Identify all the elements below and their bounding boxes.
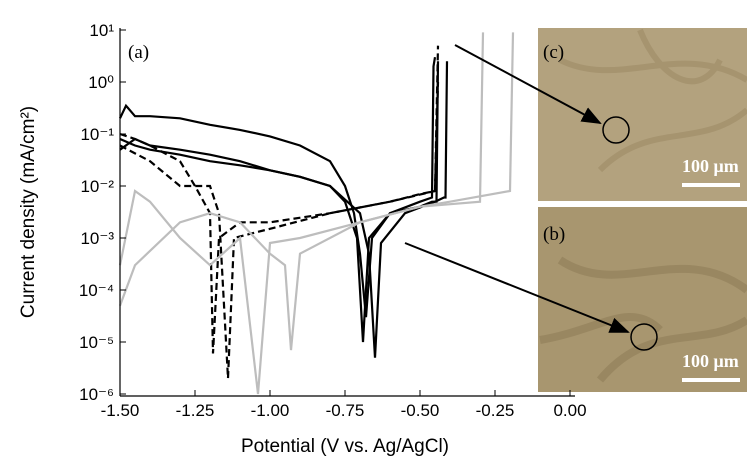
panel-label: (a)	[128, 42, 149, 63]
curve	[119, 45, 440, 354]
highlight-circle	[630, 323, 658, 351]
y-axis-label: Current density (mA/cm²)	[18, 106, 39, 318]
x-tick-label: 0.00	[553, 401, 586, 420]
texture	[558, 28, 747, 173]
x-tick-label: -1.50	[101, 401, 140, 420]
y-tick-label: 10⁻⁶	[79, 385, 114, 404]
x-tick-label: -0.50	[401, 401, 440, 420]
scale-label: 100 μm	[682, 156, 739, 176]
x-axis-label: Potential (V vs. Ag/AgCl)	[241, 436, 449, 457]
x-tick-label: -0.75	[326, 401, 365, 420]
y-tick-label: 10⁰	[88, 73, 114, 92]
y-tick-label: 10⁻¹	[80, 125, 114, 144]
panel-label: (c)	[543, 42, 564, 63]
curve	[118, 32, 485, 395]
x-tick-label: -0.25	[476, 401, 515, 420]
micrograph-b	[538, 207, 747, 392]
arrow	[404, 242, 630, 333]
x-tick-label: -1.25	[176, 401, 215, 420]
curve	[119, 81, 440, 379]
y-tick-label: 10⁻⁴	[79, 281, 114, 300]
highlight-circle	[602, 116, 630, 144]
micrograph-c	[538, 28, 747, 201]
y-tick-label: 10⁻²	[80, 177, 114, 196]
curve	[119, 57, 437, 318]
curve	[119, 61, 449, 358]
y-tick-label: 10⁻⁵	[79, 333, 114, 352]
y-tick-label: 10⁻³	[80, 229, 114, 248]
panel-label: (b)	[543, 224, 565, 245]
x-tick-label: -1.00	[251, 401, 290, 420]
y-tick-label: 10¹	[89, 21, 114, 40]
scale-label: 100 μm	[682, 351, 739, 371]
arrow	[454, 44, 602, 124]
curve	[118, 32, 515, 351]
